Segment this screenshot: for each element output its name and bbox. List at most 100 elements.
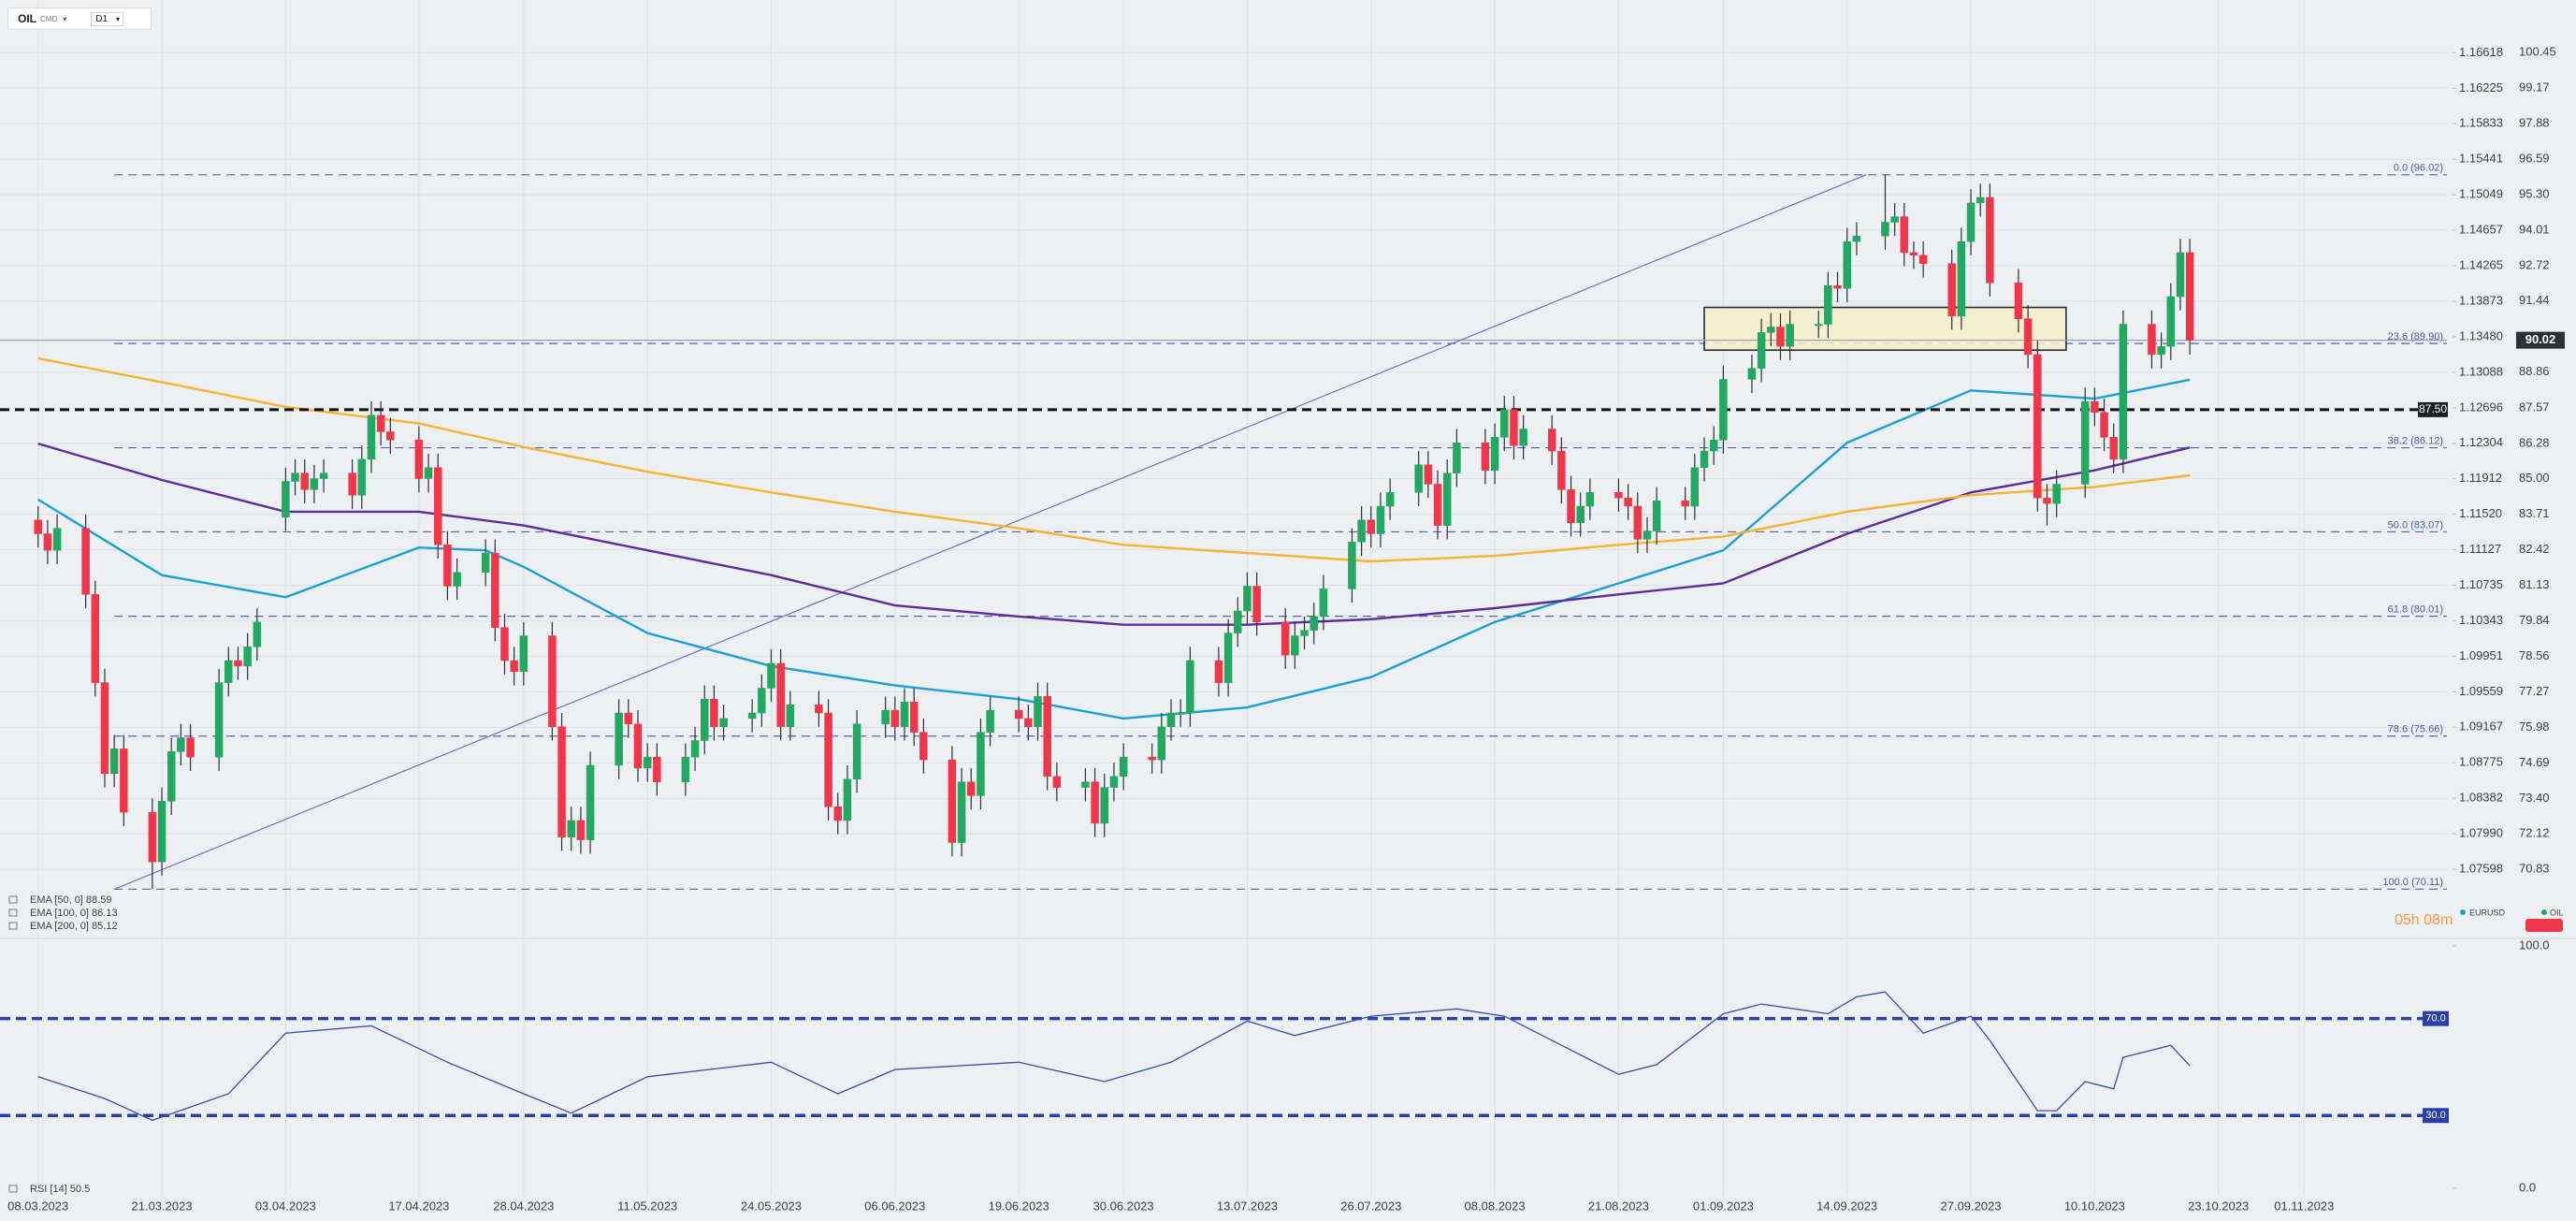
candle-body — [977, 732, 985, 796]
y-tick-label: 81.13 — [2519, 577, 2550, 591]
candle-body — [557, 726, 566, 837]
candle-body — [1034, 696, 1042, 728]
candle-body — [2185, 252, 2194, 341]
last-price-label: 90.02 — [2525, 332, 2556, 346]
candle-body — [2014, 283, 2023, 319]
symbol[interactable]: OIL — [18, 12, 36, 25]
candle-body — [1510, 409, 1518, 446]
candle-body — [1223, 632, 1233, 683]
candle-body — [1281, 621, 1290, 656]
candle-body — [1385, 492, 1395, 507]
candle-body — [500, 627, 509, 661]
candle-body — [1442, 472, 1452, 526]
y2-tick-label: 1.11912 — [2459, 471, 2502, 485]
candle-body — [348, 472, 356, 496]
candle-body — [824, 712, 832, 807]
candle-body — [2109, 437, 2118, 460]
candle-body — [1367, 519, 1376, 534]
candle-body — [519, 635, 528, 673]
candle-body — [109, 749, 119, 775]
y2-tick-label: 1.08775 — [2459, 755, 2503, 769]
y-tick-label: 94.01 — [2519, 222, 2550, 236]
y-tick-label: 70.83 — [2519, 862, 2550, 876]
candle-body — [1291, 635, 1299, 656]
candle-body — [1433, 484, 1442, 526]
y-tick-label: 95.30 — [2519, 186, 2550, 200]
y-tick-label: 96.59 — [2519, 151, 2550, 165]
candle-body — [758, 688, 766, 714]
candle-body — [2033, 354, 2042, 499]
interval[interactable]: D1 — [91, 11, 124, 26]
candle-body — [1900, 216, 1909, 254]
y2-tick-label: 1.14265 — [2459, 257, 2503, 271]
y-tick-label: 100.45 — [2519, 45, 2556, 59]
candle-body — [1918, 254, 1928, 264]
candle-body — [1643, 531, 1652, 540]
candle-body — [1166, 712, 1176, 728]
x-tick-label: 24.05.2023 — [741, 1199, 802, 1213]
candle-body — [900, 701, 909, 728]
candle-body — [576, 820, 586, 840]
x-tick-label: 03.04.2023 — [255, 1199, 316, 1213]
legend-icon — [8, 895, 18, 904]
legend-label: EMA [50, 0] 88.59 — [30, 894, 111, 906]
candle-body — [1614, 492, 1623, 499]
x-tick-label: 21.03.2023 — [132, 1199, 193, 1213]
symbol-dropdown[interactable]: ▾ — [63, 14, 67, 23]
candle-body — [243, 647, 252, 667]
candle-body — [767, 662, 775, 689]
candle-body — [148, 811, 157, 863]
candle-body — [1024, 718, 1033, 728]
y2-tick-label: 1.12304 — [2459, 435, 2503, 449]
candle-body — [443, 545, 452, 587]
y2-tick-label: 1.16618 — [2459, 45, 2503, 59]
candle-body — [1843, 240, 1851, 289]
rsi-tick-label: 100.0 — [2519, 938, 2550, 952]
candle-body — [234, 660, 242, 667]
candle-body — [615, 712, 623, 766]
candle-body — [633, 723, 643, 769]
candle-body — [376, 414, 385, 432]
candle-body — [653, 756, 661, 782]
candle-body — [1414, 464, 1423, 493]
x-tick-label: 06.06.2023 — [864, 1199, 925, 1213]
candle-body — [52, 528, 62, 551]
candle-body — [491, 552, 499, 628]
y-tick-label: 99.17 — [2519, 80, 2550, 94]
y-tick-label: 74.69 — [2519, 755, 2550, 769]
candle-body — [91, 594, 100, 683]
candle-body — [166, 751, 176, 802]
x-tick-label: 14.09.2023 — [1816, 1199, 1877, 1213]
x-tick-label: 21.08.2023 — [1588, 1199, 1649, 1213]
candle-body — [357, 458, 367, 496]
y-tick-label: 87.57 — [2519, 400, 2550, 414]
y2-tick-label: 1.15049 — [2459, 187, 2503, 201]
symbol-toolbar[interactable]: OIL CMD ▾ D1 — [7, 7, 152, 30]
candle-body — [1690, 467, 1700, 507]
candle-body — [786, 704, 795, 728]
candle-body — [1300, 630, 1309, 636]
fib-label: 23.6 (89.90) — [2388, 331, 2443, 342]
candle-body — [1490, 437, 1499, 471]
candle-body — [1424, 464, 1433, 485]
candle-body — [1014, 709, 1023, 720]
y-tick-label: 73.40 — [2519, 791, 2550, 805]
candle-body — [881, 709, 890, 725]
candle-body — [386, 431, 395, 441]
y-tick-label: 85.00 — [2519, 471, 2550, 485]
candle-body — [1624, 497, 1632, 507]
candle-body — [852, 723, 861, 779]
candle-body — [1453, 442, 1461, 473]
candle-body — [967, 781, 976, 796]
x-tick-label: 26.07.2023 — [1340, 1199, 1401, 1213]
y2-tick-label: 1.11127 — [2459, 542, 2501, 556]
price-flag — [2525, 919, 2563, 932]
candle-body — [157, 801, 166, 863]
candle-body — [548, 635, 557, 728]
level-label: 87.50 — [2419, 402, 2447, 415]
trendline — [113, 174, 1867, 890]
candle-body — [1043, 696, 1051, 778]
candle-body — [1310, 616, 1318, 631]
candle-body — [1157, 726, 1166, 761]
candle-body — [833, 806, 843, 821]
